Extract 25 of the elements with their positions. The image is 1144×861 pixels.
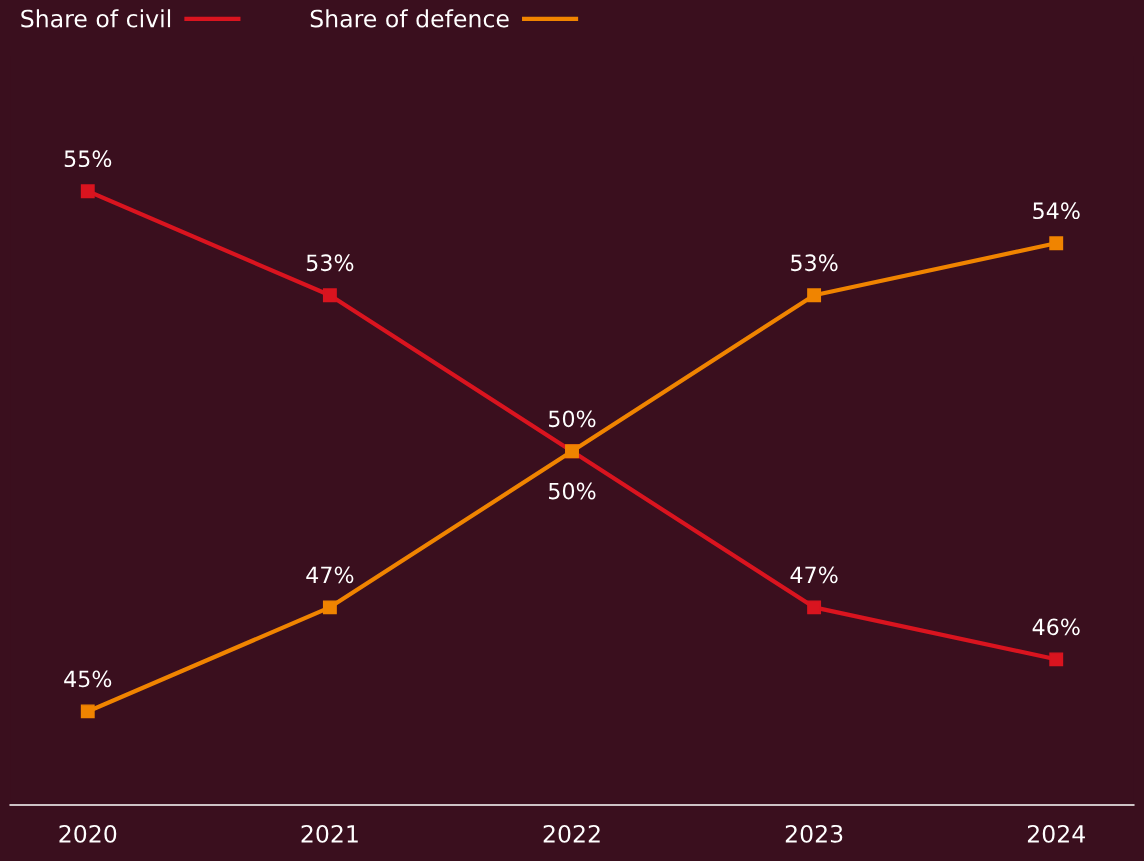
- point: [1049, 236, 1064, 251]
- point: [80, 184, 95, 199]
- data-label: 47%: [790, 566, 838, 584]
- x-tick-label: 2022: [543, 824, 600, 843]
- data-label: 53%: [306, 254, 354, 272]
- point: [807, 288, 822, 303]
- data-label: 50%: [549, 410, 596, 428]
- legend-label: Share of defence: [310, 9, 509, 28]
- x-tick-label: 2020: [59, 824, 117, 843]
- legend-label: Share of civil: [21, 9, 171, 28]
- data-label: 50%: [549, 482, 596, 500]
- data-label: 47%: [306, 566, 354, 584]
- data-label: 54%: [1033, 202, 1080, 220]
- point: [80, 704, 95, 719]
- x-tick-label: 2021: [301, 824, 358, 843]
- point: [1049, 652, 1064, 667]
- point: [807, 600, 822, 615]
- data-label: 45%: [64, 670, 112, 688]
- data-label: 53%: [791, 254, 838, 272]
- point: [322, 288, 337, 303]
- x-tick-label: 2023: [785, 824, 843, 843]
- data-label: 55%: [64, 150, 112, 168]
- data-label: 46%: [1032, 618, 1080, 636]
- x-tick-label: 2024: [1027, 824, 1085, 843]
- point: [322, 600, 337, 615]
